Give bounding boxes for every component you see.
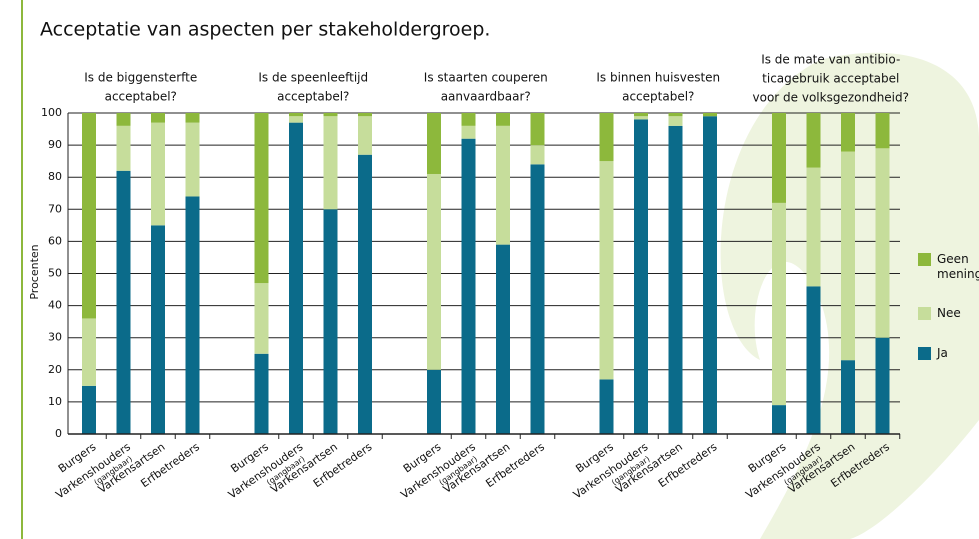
bar-segment — [151, 123, 165, 226]
y-tick-label: 100 — [41, 106, 62, 119]
chart-title: Acceptatie van aspecten per stakeholderg… — [40, 19, 490, 41]
bar-segment — [255, 113, 269, 283]
bar-segment — [427, 174, 441, 370]
legend-label: Geen mening — [937, 252, 979, 282]
bar-segment — [82, 113, 96, 318]
bar-segment — [807, 168, 821, 287]
group-title: voor de volksgezondheid? — [753, 91, 910, 105]
bar-segment — [255, 283, 269, 354]
bar-segment — [186, 196, 200, 434]
group-title: ticagebruik acceptabel — [762, 72, 899, 86]
y-tick-label: 70 — [48, 202, 62, 215]
bar-segment — [255, 354, 269, 434]
group-title: aanvaardbaar? — [441, 90, 531, 104]
bar-segment — [772, 203, 786, 405]
bar-segment — [117, 171, 131, 434]
legend-label: Ja — [937, 346, 948, 361]
bar-segment — [531, 145, 545, 164]
bar-segment — [358, 113, 372, 116]
bar-segment — [151, 225, 165, 434]
legend-label: Nee — [937, 306, 961, 321]
group-title: Is de biggensterfte — [84, 71, 197, 85]
legend-swatch — [918, 347, 931, 360]
bar-segment — [289, 116, 303, 122]
bar-segment — [324, 116, 338, 209]
bar-segment — [117, 113, 131, 126]
legend-swatch — [918, 307, 931, 320]
legend-swatch — [918, 253, 931, 266]
y-tick-label: 80 — [48, 170, 62, 183]
bar-segment — [82, 318, 96, 385]
y-tick-label: 10 — [48, 395, 62, 408]
bar-segment — [600, 113, 614, 161]
bar-segment — [186, 123, 200, 197]
group-title: acceptabel? — [277, 90, 349, 104]
bar-segment — [841, 113, 855, 152]
bar-segment — [669, 113, 683, 116]
y-tick-label: 40 — [48, 299, 62, 312]
bar-segment — [462, 113, 476, 126]
y-tick-label: 60 — [48, 234, 62, 247]
group-title: Is de mate van antibio- — [761, 53, 900, 67]
bar-segment — [531, 113, 545, 145]
bar-segment — [669, 126, 683, 434]
group-title: Is staarten couperen — [424, 71, 548, 85]
bar-segment — [324, 209, 338, 434]
bar-segment — [841, 152, 855, 361]
bar-segment — [876, 148, 890, 337]
bar-segment — [496, 113, 510, 126]
bar-segment — [841, 360, 855, 434]
bar-segment — [427, 370, 441, 434]
bar-segment — [634, 116, 648, 119]
bar-segment — [82, 386, 96, 434]
y-tick-label: 20 — [48, 363, 62, 376]
bar-segment — [772, 405, 786, 434]
bar-segment — [703, 116, 717, 434]
bar-segment — [600, 161, 614, 379]
legend-item: Nee — [918, 306, 978, 321]
legend-item: Ja — [918, 346, 978, 361]
bar-segment — [669, 116, 683, 126]
bar-segment — [634, 113, 648, 116]
legend-item: Geen mening — [918, 252, 978, 282]
bar-segment — [876, 113, 890, 148]
y-tick-label: 30 — [48, 331, 62, 344]
bar-segment — [807, 113, 821, 168]
group-title: acceptabel? — [105, 90, 177, 104]
group-title: acceptabel? — [622, 90, 694, 104]
bar-segment — [289, 123, 303, 434]
bar-segment — [807, 286, 821, 434]
bar-segment — [772, 113, 786, 203]
y-tick-label: 50 — [48, 267, 62, 280]
bar-segment — [289, 113, 303, 116]
bar-segment — [496, 126, 510, 245]
bar-segment — [324, 113, 338, 116]
group-title: Is binnen huisvesten — [596, 71, 720, 85]
bar-segment — [703, 113, 717, 116]
bar-segment — [427, 113, 441, 174]
bar-segment — [876, 338, 890, 434]
bar-segment — [462, 139, 476, 434]
bar-segment — [358, 155, 372, 434]
y-tick-label: 0 — [55, 427, 62, 440]
bar-segment — [117, 126, 131, 171]
bar-segment — [462, 126, 476, 139]
y-axis-label: Procenten — [28, 244, 41, 299]
chart: Acceptatie van aspecten per stakeholderg… — [0, 0, 979, 539]
bar-segment — [531, 164, 545, 434]
bar-segment — [151, 113, 165, 123]
y-tick-label: 90 — [48, 138, 62, 151]
bar-segment — [634, 119, 648, 434]
page: Acceptatie van aspecten per stakeholderg… — [0, 0, 979, 539]
bar-segment — [186, 113, 200, 123]
group-title: Is de speenleeftijd — [258, 71, 368, 85]
bar-segment — [496, 245, 510, 434]
bar-segment — [358, 116, 372, 155]
bar-segment — [600, 379, 614, 434]
